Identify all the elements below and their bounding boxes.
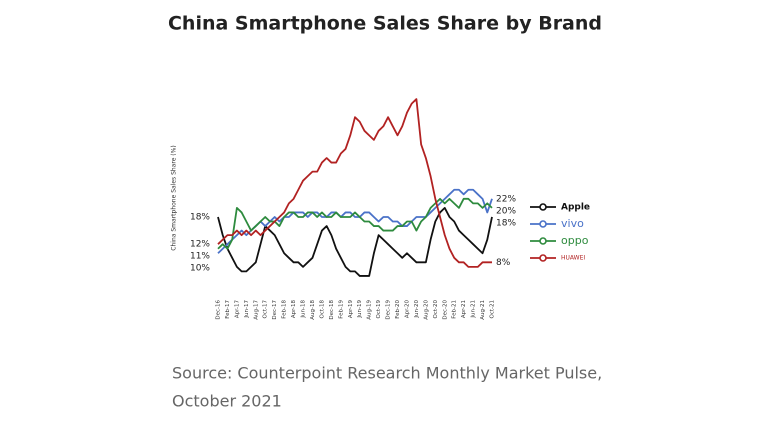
end-label: 22%: [496, 194, 516, 204]
y-axis-label: China Smartphone Sales Share (%): [171, 145, 178, 250]
x-tick-label: Feb-21: [452, 300, 458, 319]
legend-marker: [539, 237, 547, 245]
legend-marker: [539, 220, 547, 228]
x-tick-label: Feb-19: [338, 300, 344, 319]
source-text: Source: Counterpoint Research Monthly Ma…: [172, 364, 602, 383]
legend-marker: [539, 203, 547, 211]
x-tick-label: Aug-19: [367, 300, 373, 320]
x-tick-label: Apr-21: [461, 300, 467, 318]
x-tick-label: Apr-20: [404, 300, 410, 319]
x-tick-label: Jun-19: [357, 300, 363, 319]
end-label: 8%: [496, 258, 511, 268]
source-text: October 2021: [172, 392, 282, 411]
x-tick-label: Feb-18: [282, 300, 288, 319]
line: [217, 207, 493, 277]
x-tick-label: Aug-17: [253, 300, 259, 320]
x-tick-label: Oct-20: [433, 300, 439, 319]
x-tick-label: Dec-17: [272, 300, 278, 320]
start-label: 12%: [190, 240, 210, 250]
chart-title: China Smartphone Sales Share by Brand: [168, 13, 602, 35]
x-tick-label: Dec-16: [216, 300, 222, 320]
x-tick-label: Aug-20: [423, 300, 429, 320]
end-label: 18%: [496, 218, 516, 228]
x-tick-label: Dec-19: [386, 300, 392, 320]
x-tick-label: Aug-21: [480, 300, 486, 320]
x-tick-label: Feb-20: [395, 300, 401, 319]
line: [217, 197, 493, 250]
x-tick-label: Oct-18: [319, 300, 325, 319]
start-label: 18%: [190, 212, 210, 222]
x-tick-label: Feb-17: [225, 300, 231, 319]
legend-label: vivo: [561, 217, 584, 230]
x-tick-label: Aug-18: [310, 300, 316, 320]
legend-marker: [539, 254, 547, 262]
x-tick-label: Oct-17: [263, 300, 269, 319]
legend-label: oppo: [561, 234, 589, 247]
x-tick-label: Dec-18: [329, 300, 335, 320]
x-tick-label: Apr-17: [234, 300, 240, 319]
x-tick-label: Dec-20: [442, 300, 448, 320]
x-tick-label: Jun-21: [471, 300, 477, 319]
x-tick-label: Oct-21: [490, 300, 496, 319]
x-tick-label: Jun-17: [244, 300, 250, 319]
start-label: 11%: [190, 252, 210, 262]
end-label: 20%: [496, 206, 516, 216]
x-tick-label: Jun-18: [301, 300, 307, 319]
start-label: 10%: [190, 264, 210, 274]
legend-label: Apple: [561, 203, 590, 213]
x-tick-label: Apr-19: [348, 300, 354, 319]
x-tick-label: Oct-19: [376, 300, 382, 319]
x-tick-label: Jun-20: [414, 300, 420, 319]
line: [217, 98, 492, 268]
line: [217, 188, 493, 254]
x-tick-label: Apr-18: [291, 300, 297, 319]
legend-label: HUAWEI: [561, 255, 585, 262]
